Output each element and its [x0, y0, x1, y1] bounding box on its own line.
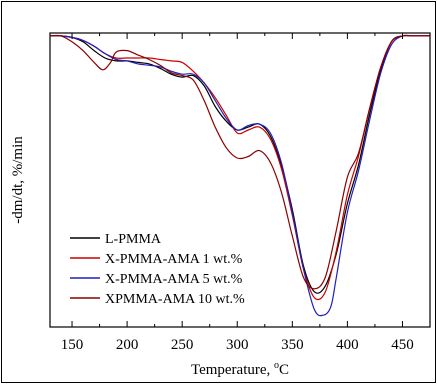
x-tick-label: 300 [226, 337, 249, 353]
x-axis-ticks: 150 200 250 300 350 400 450 [61, 33, 431, 353]
legend-label: X-PMMA-AMA 5 wt.% [105, 272, 243, 287]
x-axis-label: Temperature, oC [191, 360, 289, 378]
legend: L-PMMA X-PMMA-AMA 1 wt.% X-PMMA-AMA 5 wt.%… [70, 232, 245, 307]
x-tick-label: 450 [391, 337, 414, 353]
x-tick-label: 250 [171, 337, 194, 353]
x-tick-label: 200 [116, 337, 139, 353]
legend-label: L-PMMA [105, 232, 162, 247]
legend-label: XPMMA-AMA 10 wt.% [105, 292, 245, 307]
x-tick-label: 400 [336, 337, 359, 353]
series-line-4 [49, 34, 430, 290]
plot-frame [49, 32, 431, 328]
plot-area [49, 32, 431, 328]
legend-label: X-PMMA-AMA 1 wt.% [105, 252, 243, 267]
x-tick-label: 150 [61, 337, 84, 353]
x-tick-label: 350 [281, 337, 304, 353]
series-line-3 [49, 34, 430, 317]
curves [49, 34, 430, 317]
y-axis-label: -dm/dt, %/min [10, 136, 26, 224]
